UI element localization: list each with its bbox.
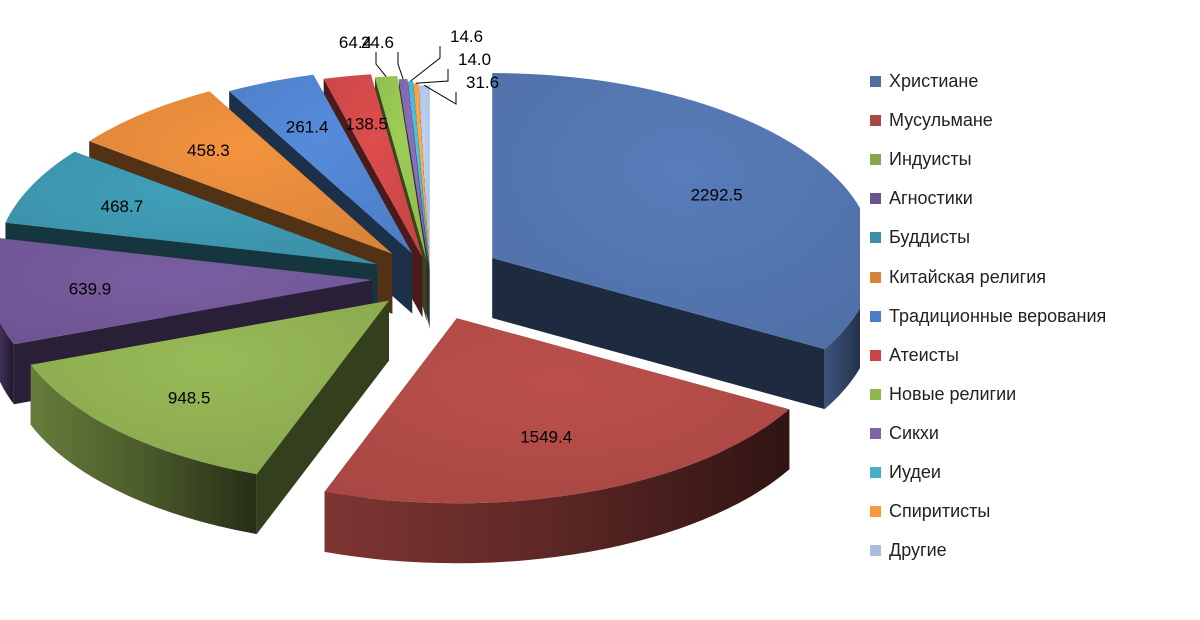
legend-item: Другие — [870, 531, 1190, 570]
slice-top-5 — [89, 91, 393, 254]
data-label-7: 138.5 — [345, 114, 388, 133]
slice-top-4 — [5, 151, 378, 265]
slice-side-0 — [824, 307, 860, 410]
legend-swatch — [870, 271, 881, 283]
slice-top-6 — [229, 74, 413, 254]
legend-label: Спиритисты — [889, 501, 991, 522]
leader-line-8 — [375, 52, 387, 77]
legend-swatch — [870, 193, 881, 205]
data-label-3: 639.9 — [69, 280, 112, 299]
legend-label: Агностики — [889, 188, 973, 209]
legend-label: Индуисты — [889, 149, 972, 170]
legend-item: Индуисты — [870, 140, 1190, 179]
data-label-4: 468.7 — [101, 197, 144, 216]
legend-swatch — [870, 154, 881, 166]
legend-swatch — [870, 506, 881, 518]
leader-line-11 — [415, 69, 449, 84]
legend-item: Буддисты — [870, 218, 1190, 257]
pie-chart: 2292.5 1549.4 948.5 639.9 468.7 458.3 261.4 138… — [0, 27, 860, 564]
slice-wall-0-1 — [492, 258, 825, 410]
legend-swatch — [870, 76, 881, 88]
legend-label: Атеисты — [889, 344, 959, 365]
data-label-8: 64.4 — [339, 33, 372, 52]
slice-top-7 — [323, 74, 423, 258]
slice-side-3 — [0, 321, 14, 405]
legend-item: Агностики — [870, 179, 1190, 218]
legend-item: Христиане — [870, 62, 1190, 101]
legend-item: Иудеи — [870, 453, 1190, 492]
slice-top-0 — [492, 73, 860, 350]
legend-item: Атеисты — [870, 336, 1190, 375]
slice-side-1 — [324, 409, 790, 564]
data-label-6: 261.4 — [286, 117, 329, 136]
slice-top-11 — [413, 83, 430, 269]
slice-top-2 — [30, 300, 390, 475]
leader-line-12 — [424, 84, 457, 105]
legend-item: Традиционные верования — [870, 297, 1190, 336]
slice-top-1 — [324, 318, 790, 504]
legend-swatch — [870, 349, 881, 361]
legend-item: Китайская религия — [870, 257, 1190, 296]
leader-line-10 — [410, 46, 441, 82]
data-label-0: 2292.5 — [691, 186, 743, 205]
data-label-1: 1549.4 — [520, 427, 572, 446]
legend-label: Мусульмане — [889, 110, 993, 131]
data-label-9: 24.6 — [361, 33, 394, 52]
legend-swatch — [870, 115, 881, 127]
data-label-2: 948.5 — [168, 388, 211, 407]
slice-side-2 — [30, 364, 257, 535]
data-label-5: 458.3 — [187, 141, 230, 160]
legend-swatch — [870, 427, 881, 439]
pie-slice-1 — [324, 318, 790, 564]
slice-top-9 — [398, 79, 429, 264]
legend-swatch — [870, 310, 881, 322]
legend-label: Буддисты — [889, 227, 971, 248]
data-labels: 2292.5 1549.4 948.5 639.9 468.7 458.3 261.4 138… — [69, 27, 743, 446]
slice-top-12 — [418, 85, 430, 271]
pie-slice-0 — [492, 73, 860, 410]
data-label-11: 14.0 — [458, 50, 491, 69]
slice-top-10 — [408, 81, 429, 266]
pie-slice-2 — [30, 300, 390, 535]
chart-legend: Христиане Мусульмане Индуисты Агностики Будд… — [870, 62, 1190, 570]
legend-label: Традиционные верования — [889, 305, 1107, 326]
legend-label: Китайская религия — [889, 266, 1047, 287]
legend-item: Спиритисты — [870, 492, 1190, 531]
legend-swatch — [870, 545, 881, 557]
slice-top-8 — [374, 76, 427, 261]
legend-label: Новые религии — [889, 383, 1017, 404]
legend-swatch — [870, 388, 881, 400]
slice-top-3 — [0, 238, 373, 345]
legend-swatch — [870, 466, 881, 478]
legend-label: Сикхи — [889, 422, 939, 443]
legend-item: Мусульмане — [870, 101, 1190, 140]
data-label-12: 31.6 — [466, 73, 499, 92]
legend-label: Другие — [889, 540, 947, 561]
leader-line-9 — [397, 52, 404, 80]
legend-label: Иудеи — [889, 461, 941, 482]
data-label-10: 14.6 — [450, 27, 483, 46]
legend-item: Сикхи — [870, 414, 1190, 453]
legend-item: Новые религии — [870, 375, 1190, 414]
legend-swatch — [870, 232, 881, 244]
legend-label: Христиане — [889, 71, 979, 92]
